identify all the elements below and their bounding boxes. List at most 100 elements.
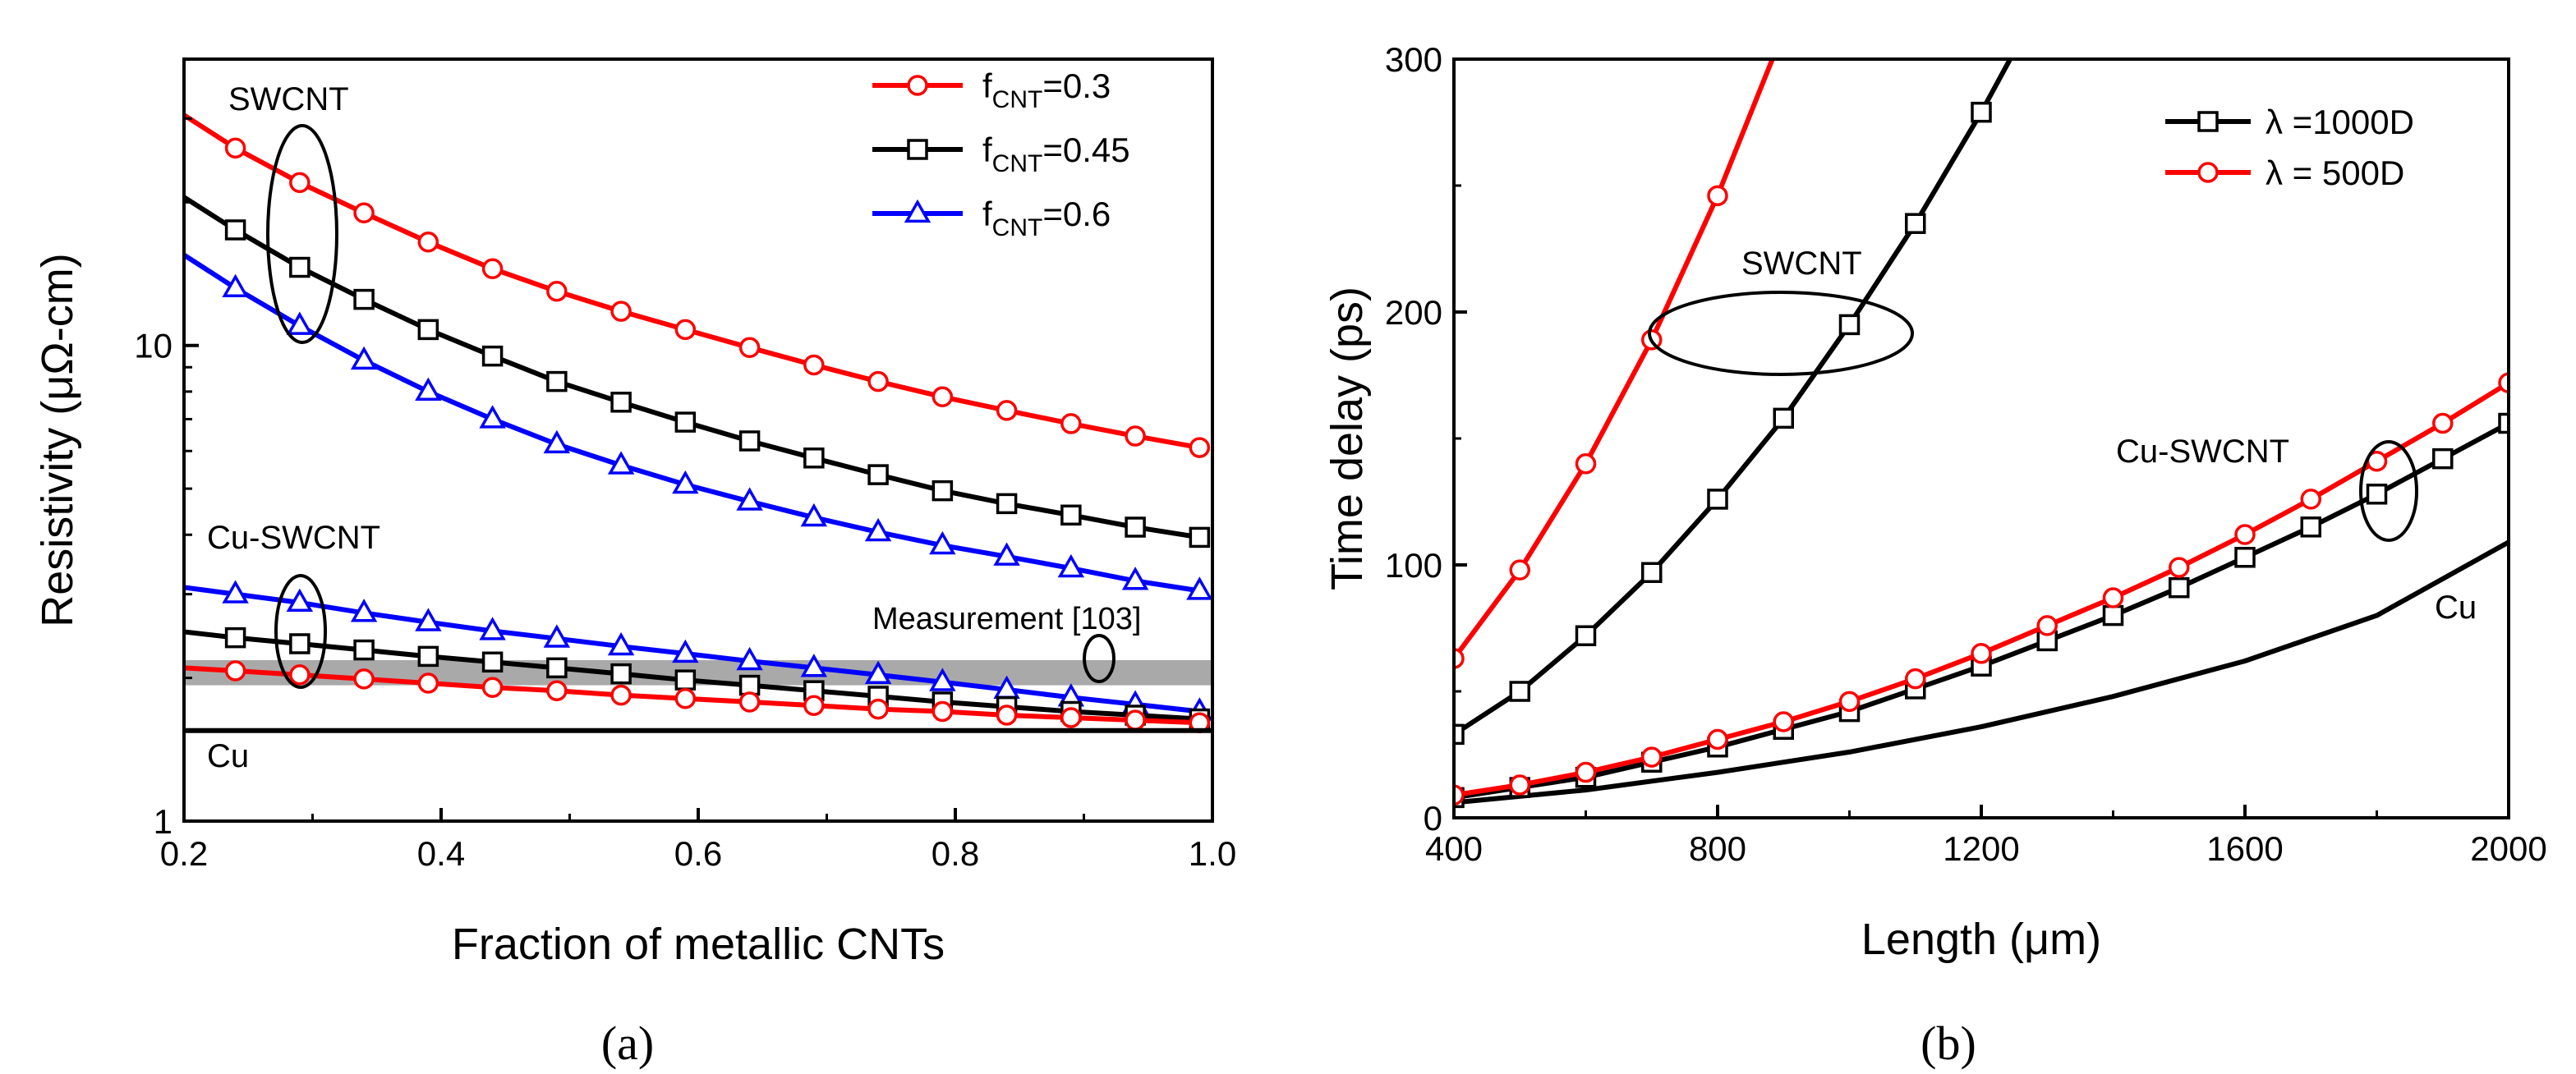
x-tick-label-b-400: 400 <box>1425 829 1483 868</box>
point-fcnt-0-6-16 <box>1186 576 1212 600</box>
x-tick-label-a-1-0: 1.0 <box>1189 834 1236 873</box>
legend-label-main: f <box>982 67 992 105</box>
point-fcnt-0-3-cu-swcnt-12 <box>932 700 954 723</box>
point-fcnt-0-3-13 <box>996 400 1018 421</box>
panel-label-b: (b) <box>1920 1017 1976 1070</box>
point-fcnt-0-45-5 <box>481 345 504 367</box>
panel-label-a: (a) <box>601 1017 654 1070</box>
point-fcnt-0-45-6 <box>546 370 568 392</box>
legend-marker-b-0 <box>2197 111 2219 132</box>
y-tick-label-b-300: 300 <box>1385 40 1442 79</box>
point-fcnt-0-45-cu-swcnt-1 <box>224 626 246 649</box>
point-500d-swcnt-0 <box>1454 648 1465 669</box>
point-fcnt-0-45-9 <box>738 430 761 452</box>
point-fcnt-0-6-12 <box>929 530 956 555</box>
series-line-500d-swcnt <box>1454 59 1775 660</box>
point-fcnt-0-3-2 <box>289 172 310 194</box>
ticks-b: 400 800 1200 1600 2000 0 100 200 300 <box>1385 40 2547 868</box>
point-fcnt-0-45-2 <box>289 256 310 278</box>
ticks-a: 0.2 0.4 0.6 0.8 1.0 1 10 <box>134 117 1236 873</box>
point-fcnt-0-6-cu-swcnt-5 <box>479 617 506 640</box>
x-axis-title-a: Fraction of metallic CNTs <box>452 920 945 969</box>
point-fcnt-0-45-cu-swcnt-6 <box>546 657 568 679</box>
legend-label-rest: =0.6 <box>1042 195 1111 233</box>
point-fcnt-0-3-9 <box>738 337 761 359</box>
cu-swcnt-ellipse-b <box>2359 440 2418 542</box>
x-tick-label-a-0-4: 0.4 <box>417 834 465 873</box>
point-fcnt-0-45-11 <box>867 464 889 485</box>
point-fcnt-0-45-8 <box>674 411 697 433</box>
point-fcnt-0-6-cu-swcnt-12 <box>929 668 956 691</box>
point-500d-cu-swcnt-1 <box>1509 774 1530 796</box>
point-1000d-swcnt-8 <box>1971 101 1992 123</box>
legend-marker-a-0 <box>907 75 928 96</box>
swcnt-ellipse-a <box>266 124 338 344</box>
point-fcnt-0-6-2 <box>286 311 314 335</box>
point-fcnt-0-6-cu-swcnt-11 <box>864 660 892 684</box>
point-fcnt-0-3-cu-swcnt-7 <box>610 684 632 706</box>
point-fcnt-0-3-cu-swcnt-1 <box>224 660 246 682</box>
point-fcnt-0-3-6 <box>546 280 568 302</box>
cu-swcnt-annotation-a: Cu-SWCNT <box>207 520 380 556</box>
point-fcnt-0-6-8 <box>672 470 699 494</box>
point-500d-cu-swcnt-6 <box>1838 691 1861 713</box>
point-1000d-swcnt-5 <box>1773 407 1794 429</box>
point-fcnt-0-45-7 <box>610 392 632 413</box>
point-500d-cu-swcnt-3 <box>1641 746 1663 768</box>
point-fcnt-0-3-cu-swcnt-3 <box>353 668 375 690</box>
point-fcnt-0-6-cu-swcnt-10 <box>800 654 828 677</box>
point-500d-cu-swcnt-2 <box>1575 761 1597 783</box>
point-fcnt-0-45-cu-swcnt-2 <box>289 633 310 654</box>
point-500d-cu-swcnt-13 <box>2300 489 2321 510</box>
point-500d-cu-swcnt-7 <box>1905 668 1926 690</box>
panel-b: 400 800 1200 1600 2000 0 100 200 300 Length (μm)… <box>1322 40 2547 1070</box>
point-fcnt-0-6-15 <box>1121 567 1149 590</box>
point-fcnt-0-3-cu-swcnt-2 <box>289 664 310 686</box>
point-fcnt-0-6-cu-swcnt-7 <box>607 631 635 656</box>
point-500d-cu-swcnt-11 <box>2169 557 2190 578</box>
x-axis-title-b: Length (μm) <box>1861 915 2101 964</box>
point-fcnt-0-45-16 <box>1189 526 1211 548</box>
point-fcnt-0-45-10 <box>803 448 825 469</box>
point-fcnt-0-6-10 <box>800 503 828 527</box>
point-fcnt-0-6-1 <box>222 273 249 298</box>
point-fcnt-0-3-12 <box>932 386 954 408</box>
point-500d-cu-swcnt-0 <box>1454 784 1465 806</box>
x-tick-label-b-1600: 1600 <box>2206 829 2283 868</box>
point-1000d-cu-swcnt-14 <box>2366 484 2388 505</box>
point-fcnt-0-3-1 <box>224 137 246 159</box>
legend-label-rest: =0.3 <box>1042 67 1111 105</box>
point-fcnt-0-6-9 <box>736 487 763 511</box>
point-1000d-swcnt-0 <box>1454 723 1465 746</box>
legend-label-a-0: fCNT=0.3 <box>982 67 1111 113</box>
x-tick-label-b-1200: 1200 <box>1943 829 2019 868</box>
y-axis-title-b: Time delay (ps) <box>1322 287 1372 590</box>
point-1000d-cu-swcnt-10 <box>2102 604 2124 626</box>
point-500d-cu-swcnt-5 <box>1773 711 1794 732</box>
point-500d-cu-swcnt-12 <box>2234 524 2256 545</box>
point-fcnt-0-6-6 <box>543 429 571 454</box>
series-line-1000d-swcnt <box>1454 59 2013 737</box>
point-fcnt-0-6-cu-swcnt-2 <box>286 588 314 612</box>
point-1000d-swcnt-6 <box>1838 314 1861 336</box>
point-fcnt-0-45-4 <box>417 319 439 341</box>
point-1000d-cu-swcnt-12 <box>2234 547 2256 568</box>
point-fcnt-0-45-14 <box>1060 504 1082 526</box>
point-fcnt-0-3-cu-swcnt-9 <box>738 691 761 713</box>
point-500d-cu-swcnt-16 <box>2498 372 2509 393</box>
plot-frame-a <box>182 57 1214 823</box>
point-fcnt-0-3-14 <box>1060 413 1082 434</box>
point-1000d-cu-swcnt-13 <box>2300 516 2321 538</box>
point-500d-swcnt-2 <box>1575 453 1597 475</box>
legend-label-main: f <box>982 131 992 169</box>
point-fcnt-0-3-cu-swcnt-15 <box>1125 709 1146 731</box>
y-axis-title-a: Resistivity (μΩ-cm) <box>33 253 82 626</box>
point-fcnt-0-3-8 <box>674 319 697 341</box>
point-fcnt-0-6-cu-swcnt-8 <box>672 639 699 663</box>
point-fcnt-0-3-cu-swcnt-13 <box>996 705 1018 726</box>
point-fcnt-0-45-1 <box>224 219 246 241</box>
point-fcnt-0-3-3 <box>353 202 375 224</box>
y-tick-label-b-200: 200 <box>1385 293 1442 332</box>
series-line-cu <box>1454 539 2509 806</box>
